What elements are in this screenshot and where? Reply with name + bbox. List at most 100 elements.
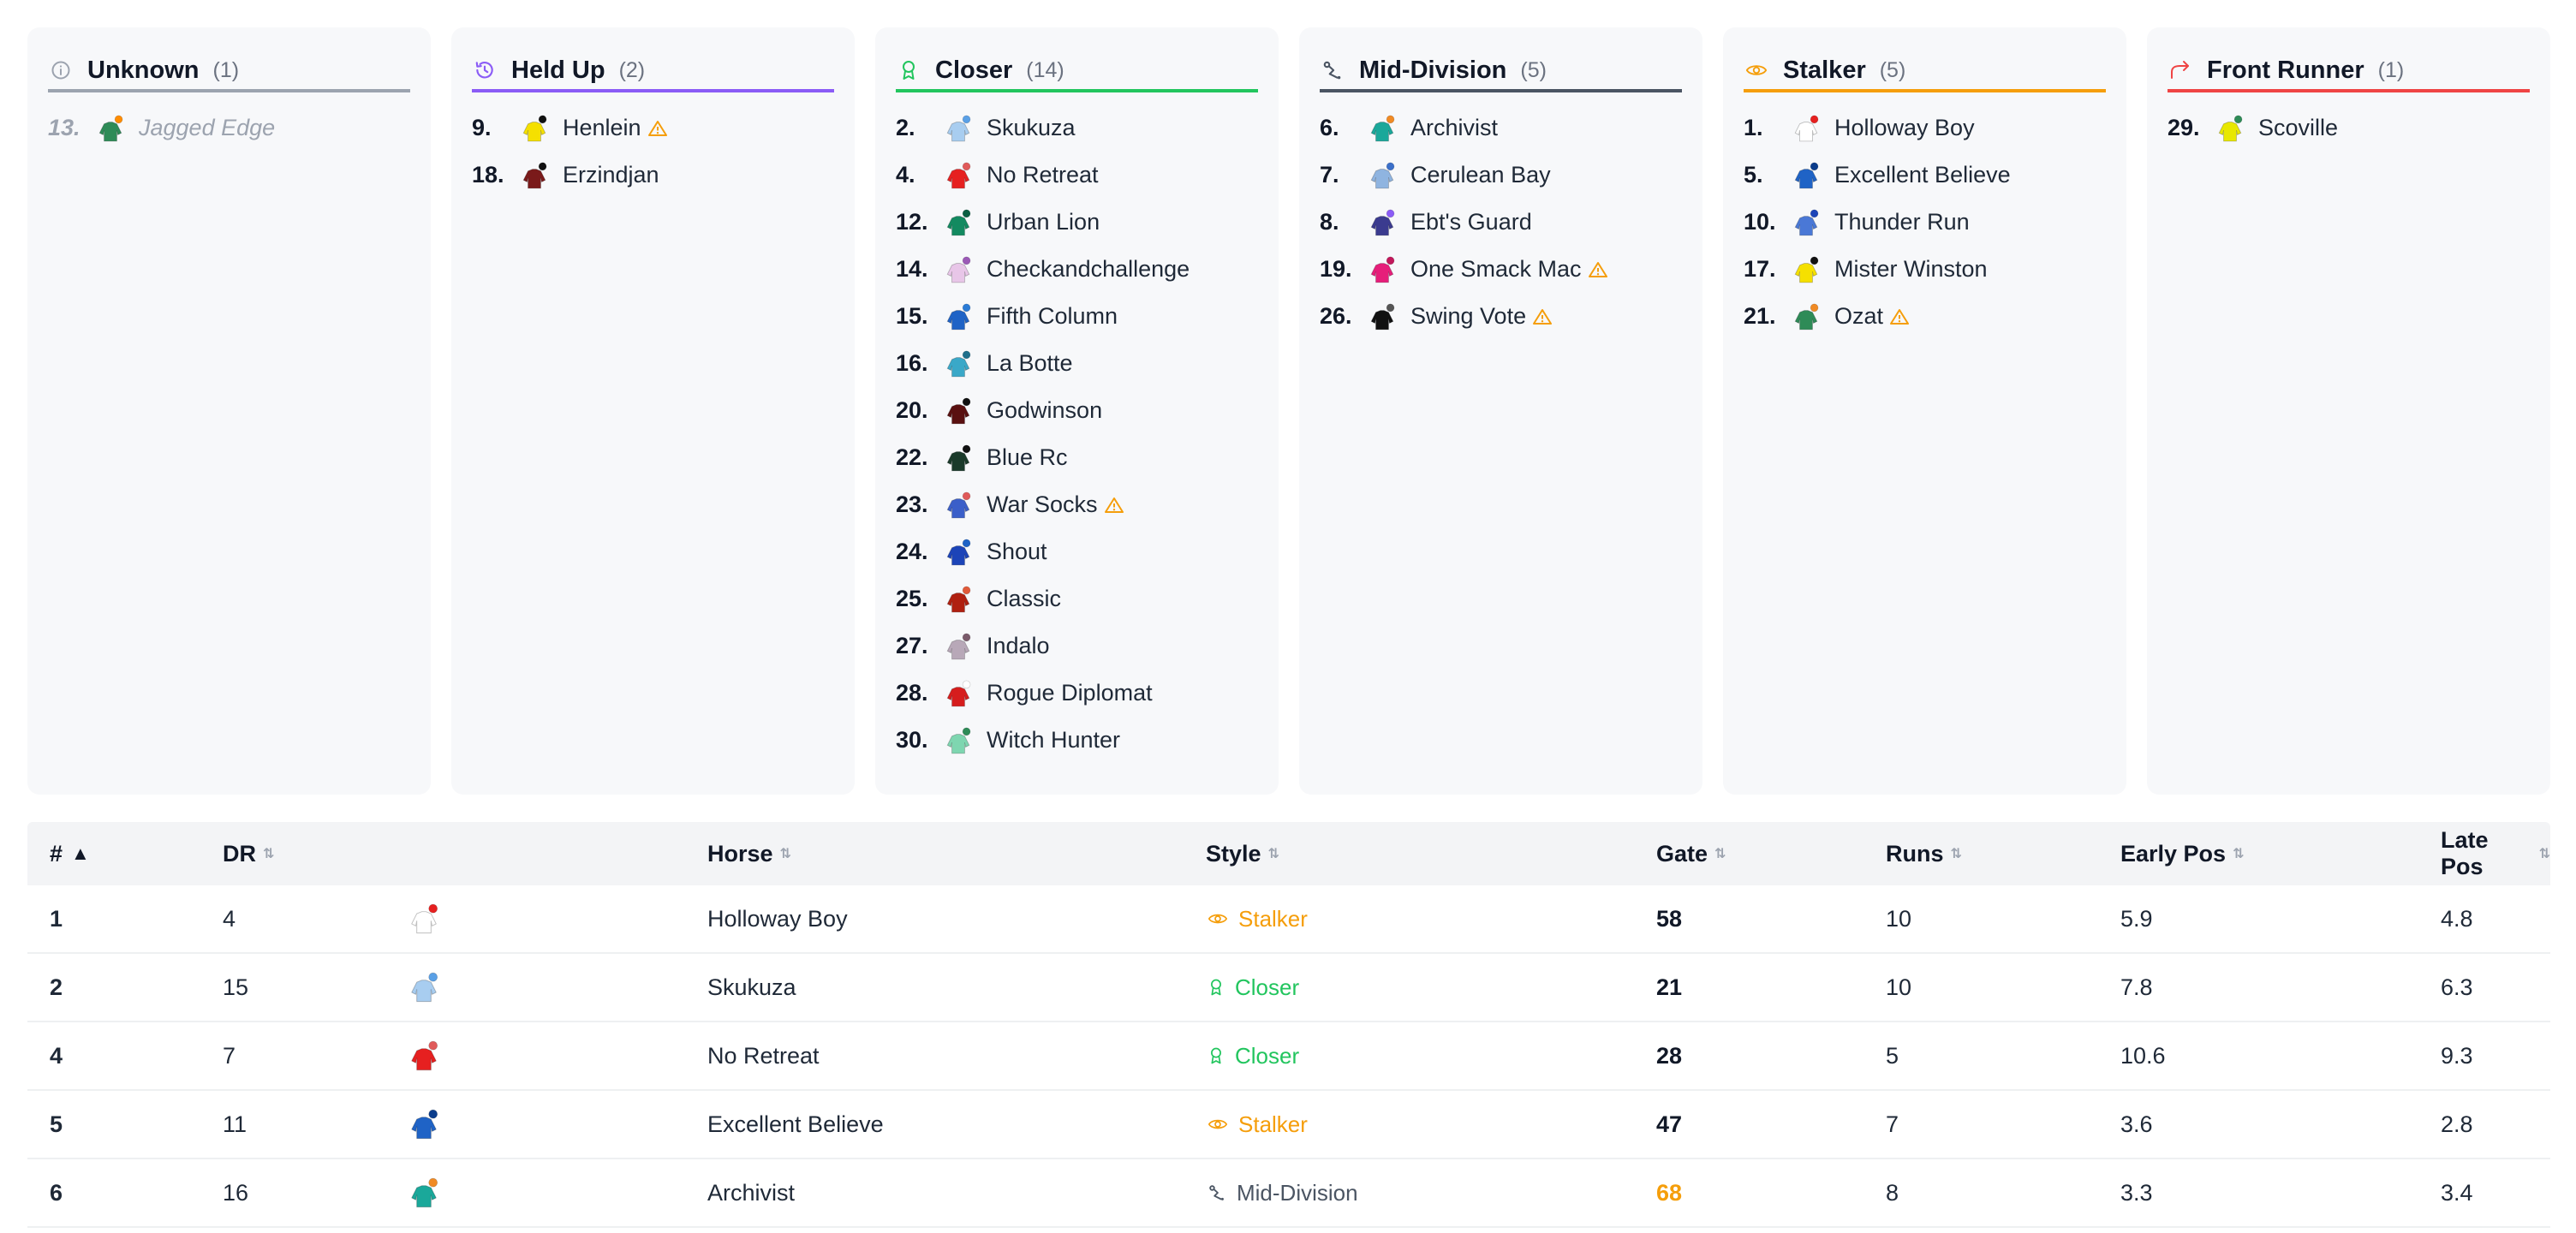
horse-number: 23. xyxy=(896,491,928,517)
horse-number: 22. xyxy=(896,444,928,470)
cell-runs: 10 xyxy=(1886,974,1912,1000)
jockey-silk-icon xyxy=(1368,302,1397,331)
cell-runs: 7 xyxy=(1886,1111,1899,1137)
header-gate[interactable]: Gate ⇅ xyxy=(1634,841,1863,867)
horse-name: Witch Hunter xyxy=(987,727,1121,753)
horse-number: 1. xyxy=(1744,115,1763,140)
cell-style: Closer xyxy=(1184,1043,1634,1069)
column-title: Mid-Division xyxy=(1359,56,1507,84)
header-late-pos[interactable]: Late Pos ⇅ xyxy=(2418,827,2550,880)
sort-icon: ⇅ xyxy=(1714,847,1726,861)
style-label: Closer xyxy=(1235,1042,1300,1069)
horse-entry[interactable]: 19. One Smack Mac xyxy=(1320,246,1682,293)
cell-num: 5 xyxy=(50,1111,63,1137)
cell-runs: 10 xyxy=(1886,905,1912,932)
cell-early-pos: 5.9 xyxy=(2120,905,2153,932)
horse-entry[interactable]: 29. Scoville xyxy=(2168,104,2530,152)
table-row[interactable]: 1 4 Holloway Boy Stalker 58 10 5.9 4.8 xyxy=(27,885,2550,954)
award-icon xyxy=(1208,978,1225,997)
horse-entry[interactable]: 24. Shout xyxy=(896,528,1258,575)
header-num[interactable]: # ▲ xyxy=(27,841,200,867)
header-gate-label: Gate xyxy=(1656,840,1708,867)
horse-entry[interactable]: 12. Urban Lion xyxy=(896,199,1258,246)
column-held-up: Held Up (2) 9. Henlein 18. Erzindjan xyxy=(451,27,855,795)
horse-name: Blue Rc xyxy=(987,444,1068,470)
horse-entry[interactable]: 1. Holloway Boy xyxy=(1744,104,2106,152)
sort-icon: ⇅ xyxy=(2538,847,2550,861)
header-dr[interactable]: DR ⇅ xyxy=(200,841,373,867)
sort-icon: ⇅ xyxy=(1267,847,1279,861)
header-dr-label: DR xyxy=(223,840,256,867)
horse-entry[interactable]: 2. Skukuza xyxy=(896,104,1258,152)
header-num-label: # xyxy=(50,840,63,867)
horse-number: 4. xyxy=(896,162,915,188)
style-label: Closer xyxy=(1235,974,1300,1000)
horse-entry[interactable]: 25. Classic xyxy=(896,575,1258,622)
horse-entry[interactable]: 18. Erzindjan xyxy=(472,152,834,199)
column-count: (1) xyxy=(2377,57,2405,82)
horse-number: 13. xyxy=(48,115,80,140)
table-row[interactable]: 2 15 Skukuza Closer 21 10 7.8 6.3 xyxy=(27,954,2550,1022)
column-count: (5) xyxy=(1879,57,1906,82)
jockey-silk-icon xyxy=(944,491,973,520)
horse-entry[interactable]: 28. Rogue Diplomat xyxy=(896,670,1258,717)
column-header: Mid-Division (5) xyxy=(1320,51,1682,92)
horse-name: Excellent Believe xyxy=(1834,162,2011,188)
horse-entry[interactable]: 4. No Retreat xyxy=(896,152,1258,199)
jockey-silk-icon xyxy=(944,161,973,190)
horse-entry[interactable]: 9. Henlein xyxy=(472,104,834,152)
horse-entry[interactable]: 27. Indalo xyxy=(896,622,1258,670)
horse-entry[interactable]: 21. Ozat xyxy=(1744,293,2106,340)
column-title: Closer xyxy=(935,56,1013,84)
horse-name: Fifth Column xyxy=(987,303,1118,329)
horse-number: 29. xyxy=(2168,115,2200,140)
cell-gate: 68 xyxy=(1656,1179,1683,1206)
table-row[interactable]: 4 7 No Retreat Closer 28 5 10.6 9.3 xyxy=(27,1022,2550,1091)
horse-entry[interactable]: 15. Fifth Column xyxy=(896,293,1258,340)
jockey-silk-icon xyxy=(408,1039,440,1072)
header-style[interactable]: Style ⇅ xyxy=(1184,841,1634,867)
column-header: Held Up (2) xyxy=(472,51,834,92)
table-row[interactable]: 5 11 Excellent Believe Stalker 47 7 3.6 2.8 xyxy=(27,1091,2550,1159)
sort-icon: ⇅ xyxy=(263,847,275,861)
horse-entry[interactable]: 17. Mister Winston xyxy=(1744,246,2106,293)
horse-entry[interactable]: 23. War Socks xyxy=(896,481,1258,528)
jockey-silk-icon xyxy=(944,255,973,284)
jockey-silk-icon xyxy=(944,585,973,614)
horse-entry[interactable]: 22. Blue Rc xyxy=(896,434,1258,481)
cell-gate: 21 xyxy=(1656,974,1683,1000)
jockey-silk-icon xyxy=(96,114,125,143)
header-horse[interactable]: Horse ⇅ xyxy=(685,841,1184,867)
warning-icon xyxy=(1588,261,1607,278)
column-header: Stalker (5) xyxy=(1744,51,2106,92)
sort-asc-icon: ▲ xyxy=(71,843,90,864)
cell-style: Stalker xyxy=(1184,1111,1634,1138)
horse-entry[interactable]: 20. Godwinson xyxy=(896,387,1258,434)
header-early-pos[interactable]: Early Pos ⇅ xyxy=(2098,841,2418,867)
horse-number: 14. xyxy=(896,256,928,282)
horse-entry[interactable]: 14. Checkandchallenge xyxy=(896,246,1258,293)
header-runs[interactable]: Runs ⇅ xyxy=(1863,841,2098,867)
header-horse-label: Horse xyxy=(707,840,773,867)
horse-entry[interactable]: 6. Archivist xyxy=(1320,104,1682,152)
horse-entry[interactable]: 26. Swing Vote xyxy=(1320,293,1682,340)
horse-entry[interactable]: 7. Cerulean Bay xyxy=(1320,152,1682,199)
column-count: (2) xyxy=(618,57,646,82)
horse-entry[interactable]: 8. Ebt's Guard xyxy=(1320,199,1682,246)
horse-entry[interactable]: 5. Excellent Believe xyxy=(1744,152,2106,199)
horse-number: 7. xyxy=(1320,162,1339,188)
table-row[interactable]: 6 16 Archivist Mid-Division 68 8 3.3 3.4 xyxy=(27,1159,2550,1228)
horse-number: 2. xyxy=(896,115,915,140)
jockey-silk-icon xyxy=(944,538,973,567)
cell-style: Stalker xyxy=(1184,906,1634,932)
horse-entry[interactable]: 30. Witch Hunter xyxy=(896,717,1258,764)
column-stalker: Stalker (5) 1. Holloway Boy 5. Excellent Beli… xyxy=(1723,27,2126,795)
horse-entry[interactable]: 16. La Botte xyxy=(896,340,1258,387)
horse-number: 10. xyxy=(1744,209,1776,235)
horse-entry[interactable]: 10. Thunder Run xyxy=(1744,199,2106,246)
cell-gate: 28 xyxy=(1656,1042,1683,1069)
horse-number: 25. xyxy=(896,586,928,611)
jockey-silk-icon xyxy=(944,114,973,143)
horse-entry[interactable]: 13. Jagged Edge xyxy=(48,104,410,152)
horse-number: 6. xyxy=(1320,115,1339,140)
